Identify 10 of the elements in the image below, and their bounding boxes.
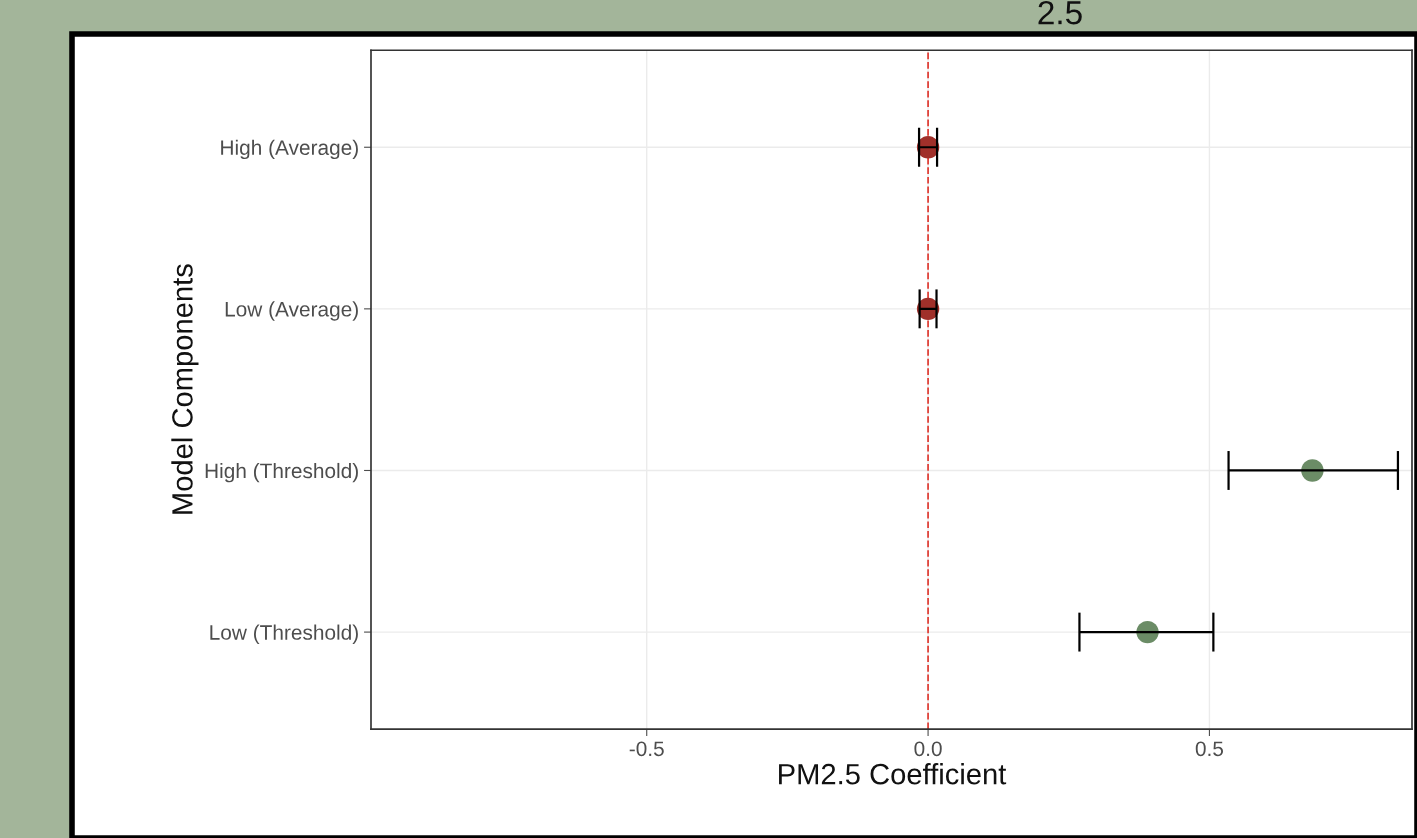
y-tick-label: High (Average) bbox=[221, 139, 358, 160]
y-axis-title: Model Components bbox=[171, 264, 199, 514]
x-axis-title: PM2.5 Coefficient bbox=[779, 763, 1007, 785]
y-tick-label: Low (Threshold) bbox=[210, 624, 358, 644]
x-tick-label: 0.0 bbox=[914, 741, 942, 757]
chart-title: 2.5 bbox=[1038, 0, 1082, 25]
x-tick-label: 0.5 bbox=[1195, 741, 1224, 757]
y-tick-label: High (Threshold) bbox=[205, 462, 358, 483]
x-tick-label: -0.5 bbox=[629, 741, 664, 757]
y-tick-label: Low (Average) bbox=[225, 301, 358, 321]
